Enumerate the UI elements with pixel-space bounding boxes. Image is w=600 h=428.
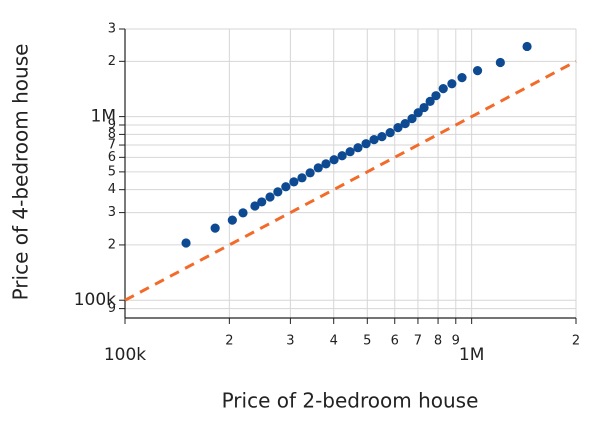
reference-line (124, 60, 577, 302)
point (321, 159, 331, 169)
x-axis-title: Price of 2-bedroom house (222, 389, 479, 413)
point (313, 163, 323, 173)
y-axis-title: Price of 4-bedroom house (9, 44, 33, 301)
x-tick-label: 2 (572, 334, 580, 349)
point (281, 182, 291, 192)
point (447, 79, 457, 89)
point (345, 147, 355, 157)
y-tick-label: 7 (108, 138, 116, 153)
x-tick-label: 5 (363, 334, 371, 349)
point (438, 84, 448, 94)
y-tick-label: 3 (108, 22, 116, 37)
point (377, 132, 387, 142)
point (238, 208, 248, 218)
point (250, 201, 260, 211)
point (265, 192, 275, 202)
point (495, 57, 505, 68)
point (431, 91, 441, 101)
point (472, 66, 483, 76)
point (522, 41, 532, 52)
point (369, 135, 379, 145)
point (257, 197, 267, 207)
point (273, 187, 283, 197)
x-tick-label: 8 (434, 334, 442, 349)
x-tick-label: 6 (391, 334, 399, 349)
point (361, 139, 371, 149)
point (210, 223, 220, 233)
y-tick-label: 9 (108, 301, 116, 316)
x-tick-label: 1M (459, 345, 484, 365)
y-tick-label: 2 (108, 237, 116, 252)
y-tick-label: 6 (108, 150, 116, 165)
point (353, 143, 363, 153)
point (385, 128, 395, 138)
point (337, 151, 347, 161)
y-tick-label: 9 (108, 118, 116, 133)
y-tick-label: 2 (108, 54, 116, 69)
point (393, 123, 403, 133)
point (419, 102, 429, 113)
x-tick-label: 9 (452, 334, 460, 349)
y-tick-label: 1M (91, 107, 116, 127)
y-tick-label: 5 (108, 164, 116, 179)
x-tick-label: 4 (330, 334, 338, 349)
point (407, 114, 417, 124)
x-tick-label: 7 (414, 334, 422, 349)
point (457, 73, 467, 83)
x-tick-label: 100k (104, 345, 146, 365)
point (227, 215, 237, 225)
point (425, 96, 435, 107)
point (305, 168, 315, 178)
x-tick-label: 3 (286, 334, 294, 349)
point (289, 177, 299, 187)
y-tick-label: 4 (108, 182, 116, 197)
y-tick-label: 100k (74, 290, 116, 310)
x-tick-label: 2 (225, 334, 233, 349)
y-tick-label: 8 (108, 127, 116, 142)
y-tick-label: 3 (108, 205, 116, 220)
point (329, 155, 339, 165)
point (297, 173, 307, 183)
point (400, 118, 410, 129)
point (181, 238, 191, 248)
